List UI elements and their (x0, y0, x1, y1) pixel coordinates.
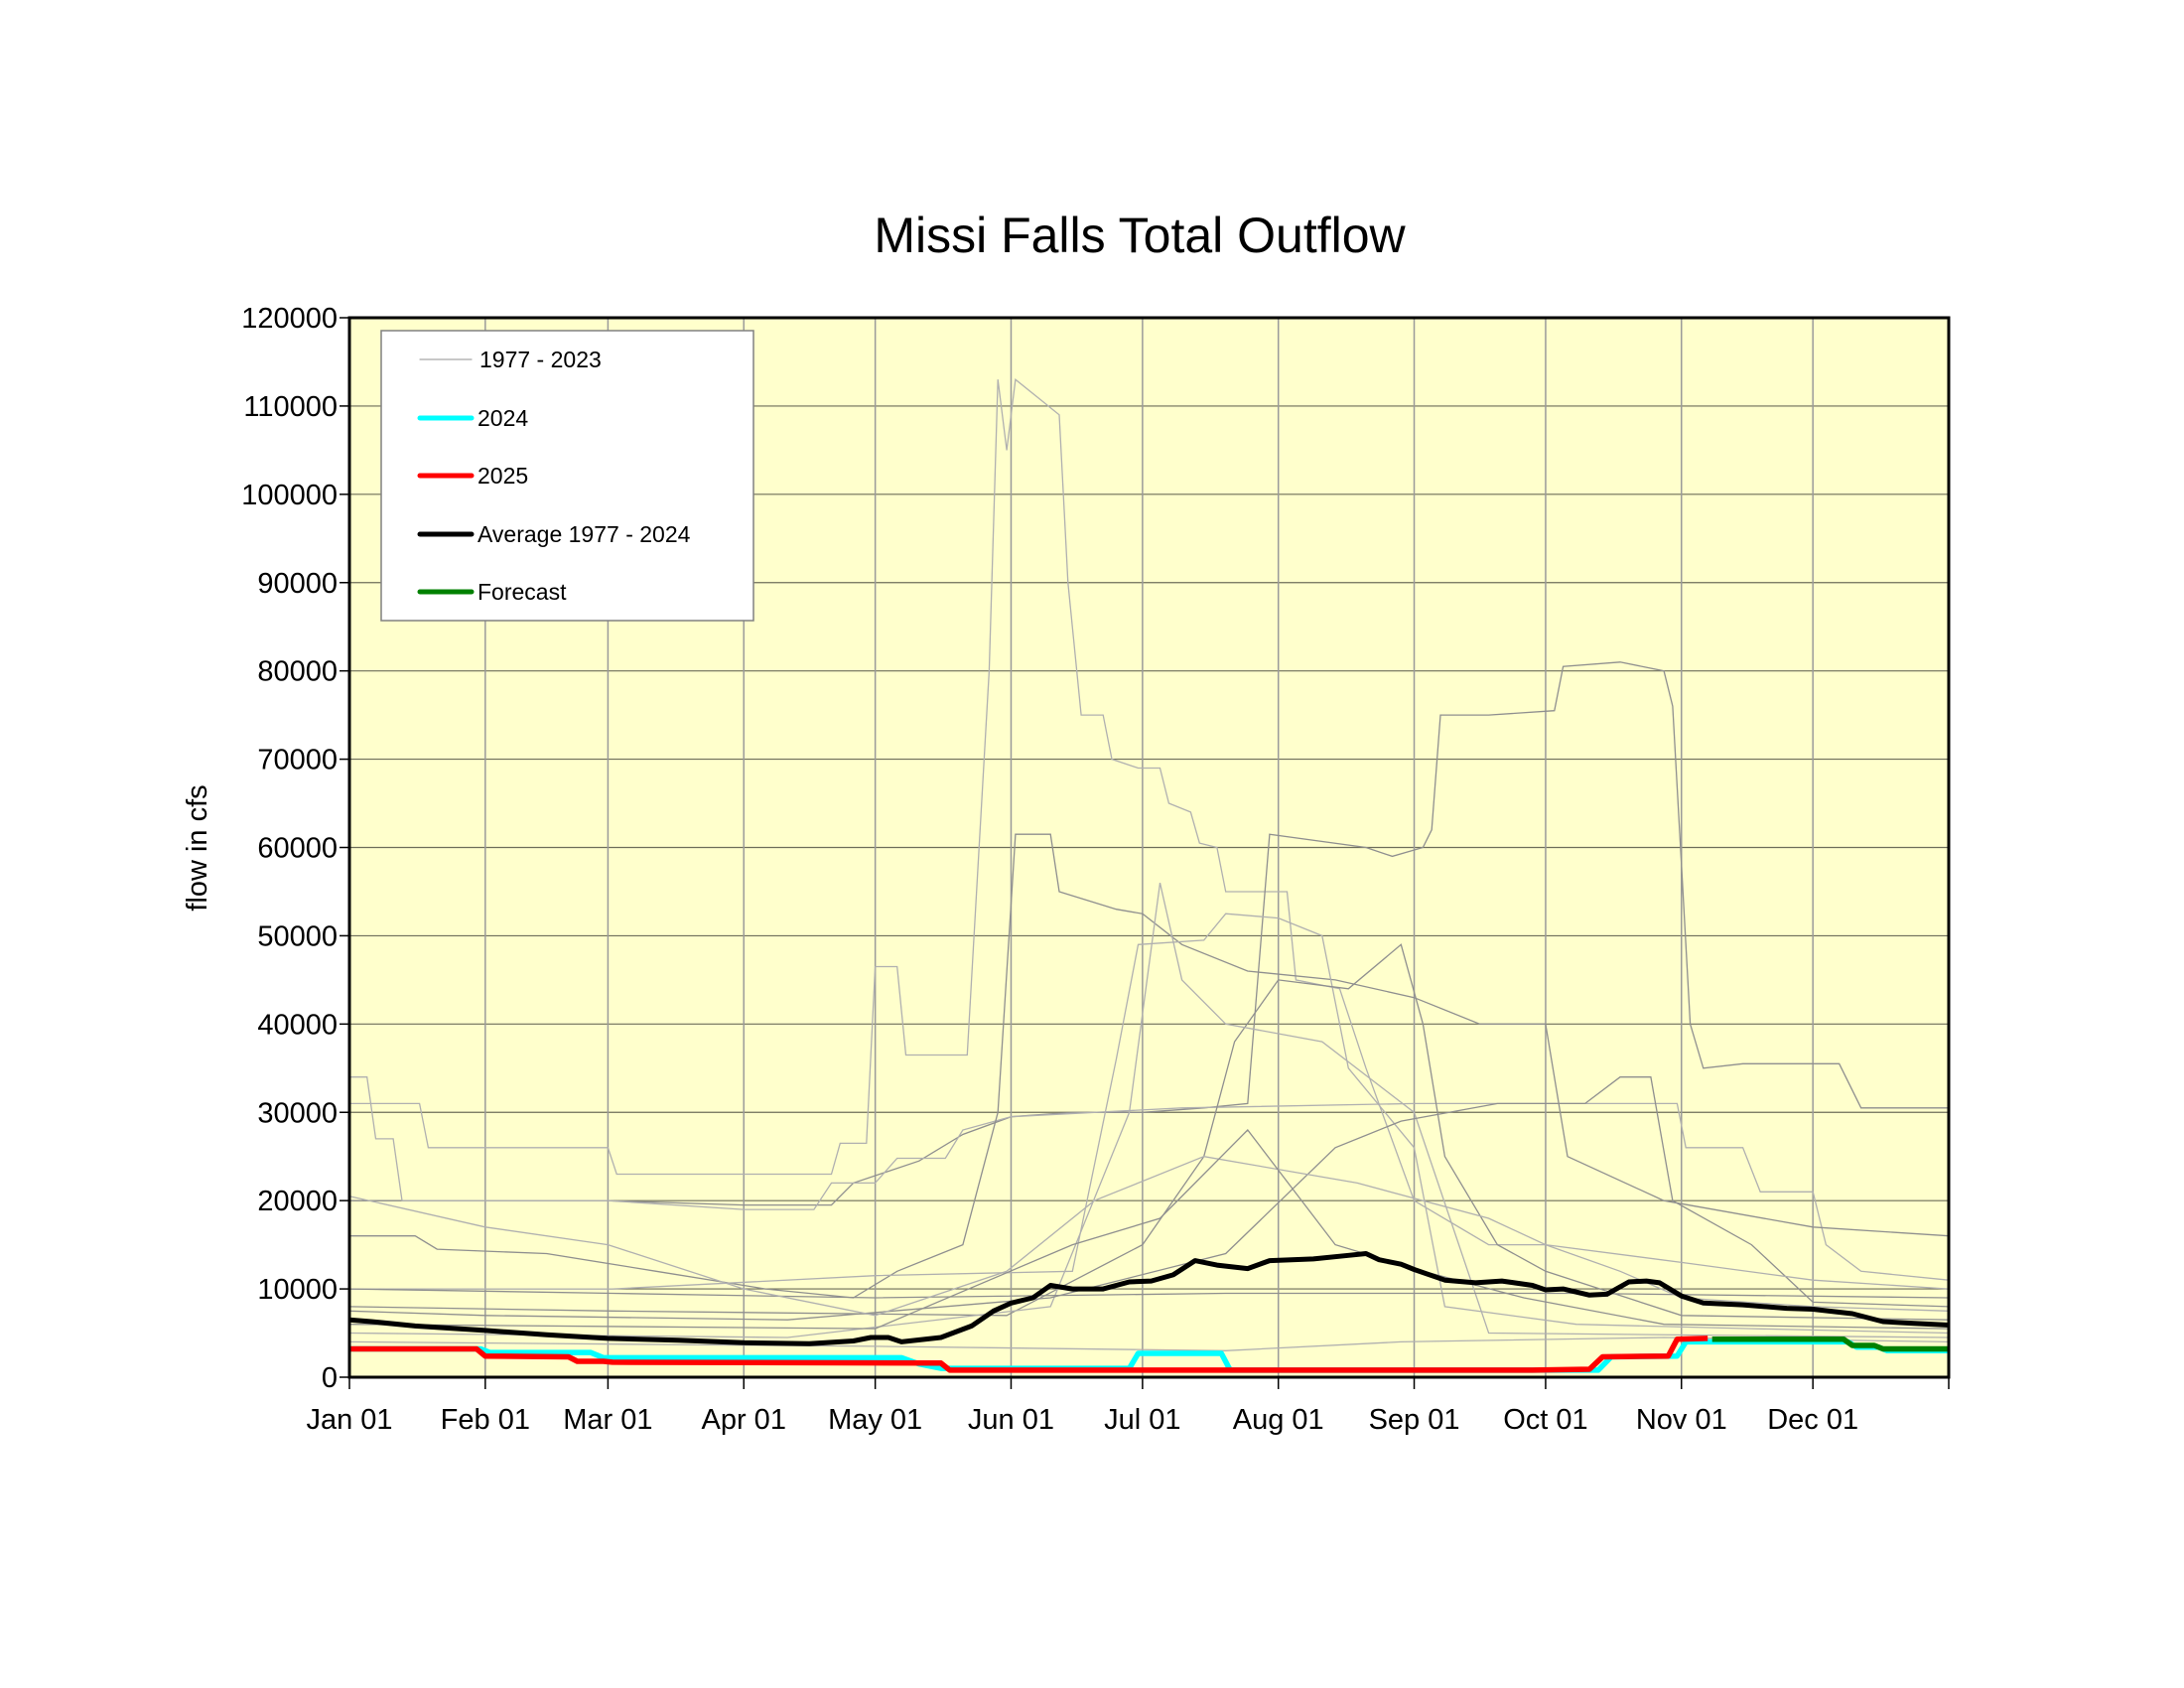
series-line-forecast (1711, 1336, 1949, 1352)
y-tick-label: 0 (322, 1362, 338, 1394)
y-tick-label: 60000 (257, 833, 338, 865)
x-tick-label: Sep 01 (1369, 1404, 1460, 1436)
series-line-average-1977-2024 (348, 1251, 1950, 1346)
x-tick-label: Feb 01 (441, 1404, 530, 1436)
x-tick-label: Jul 01 (1104, 1404, 1180, 1436)
historical-series-line (348, 943, 1950, 1321)
main-series-group (348, 1251, 1950, 1373)
x-tick-label: Mar 01 (563, 1404, 652, 1436)
y-tick-label: 120000 (241, 303, 338, 335)
y-tick-label: 100000 (241, 480, 338, 511)
legend-label: Average 1977 - 2024 (478, 521, 691, 547)
y-tick-label: 40000 (257, 1009, 338, 1041)
grid-lines (348, 317, 1949, 1378)
historical-series-line (349, 833, 1950, 1299)
historical-series-line (348, 1288, 1950, 1299)
x-tick-label: Aug 01 (1233, 1404, 1324, 1436)
legend: 1977 - 2023 2024 2025 Average 1977 - 2024 Fo… (380, 330, 754, 622)
y-tick-label: 30000 (257, 1097, 338, 1129)
historical-series-line (348, 1156, 1950, 1317)
x-tick-label: Jan 01 (306, 1404, 392, 1436)
legend-label: 2025 (478, 463, 528, 489)
y-tick-label: 90000 (257, 568, 338, 600)
x-tick-label: Dec 01 (1767, 1404, 1858, 1436)
y-tick-label: 20000 (257, 1186, 338, 1217)
y-tick-label: 50000 (257, 920, 338, 952)
series-line-2025 (349, 1336, 1708, 1373)
legend-label: Forecast (478, 579, 567, 605)
x-tick-label: Nov 01 (1636, 1404, 1727, 1436)
legend-label: 1977 - 2023 (479, 347, 602, 372)
historical-series-line (348, 1129, 1950, 1330)
historical-series-line (348, 882, 1950, 1338)
x-axis-ticks: Jan 01 Feb 01 Mar 01 Apr 01 May 01 Jun 01 Jul … (306, 1377, 1950, 1436)
historical-series-line (349, 1076, 1950, 1281)
x-tick-label: Jun 01 (968, 1404, 1054, 1436)
y-tick-label: 80000 (257, 656, 338, 688)
x-tick-label: Apr 01 (702, 1404, 786, 1436)
y-tick-label: 110000 (243, 391, 338, 423)
historical-series-group (348, 377, 1950, 1351)
historical-series-line (349, 377, 1950, 1312)
legend-label: 2024 (478, 405, 528, 431)
x-tick-label: May 01 (828, 1404, 922, 1436)
historical-series-line (349, 661, 1949, 1206)
historical-series-line (348, 1076, 1950, 1321)
historical-series-line (349, 913, 1950, 1335)
x-tick-label: Oct 01 (1503, 1404, 1587, 1436)
y-axis-label: flow in cfs (182, 784, 213, 911)
chart-title: Missi Falls Total Outflow (874, 208, 1406, 263)
y-axis-ticks: 0 10000 20000 30000 40000 50000 60000 70000 8000… (241, 303, 349, 1394)
y-tick-label: 10000 (257, 1274, 338, 1306)
y-tick-label: 70000 (257, 745, 338, 776)
